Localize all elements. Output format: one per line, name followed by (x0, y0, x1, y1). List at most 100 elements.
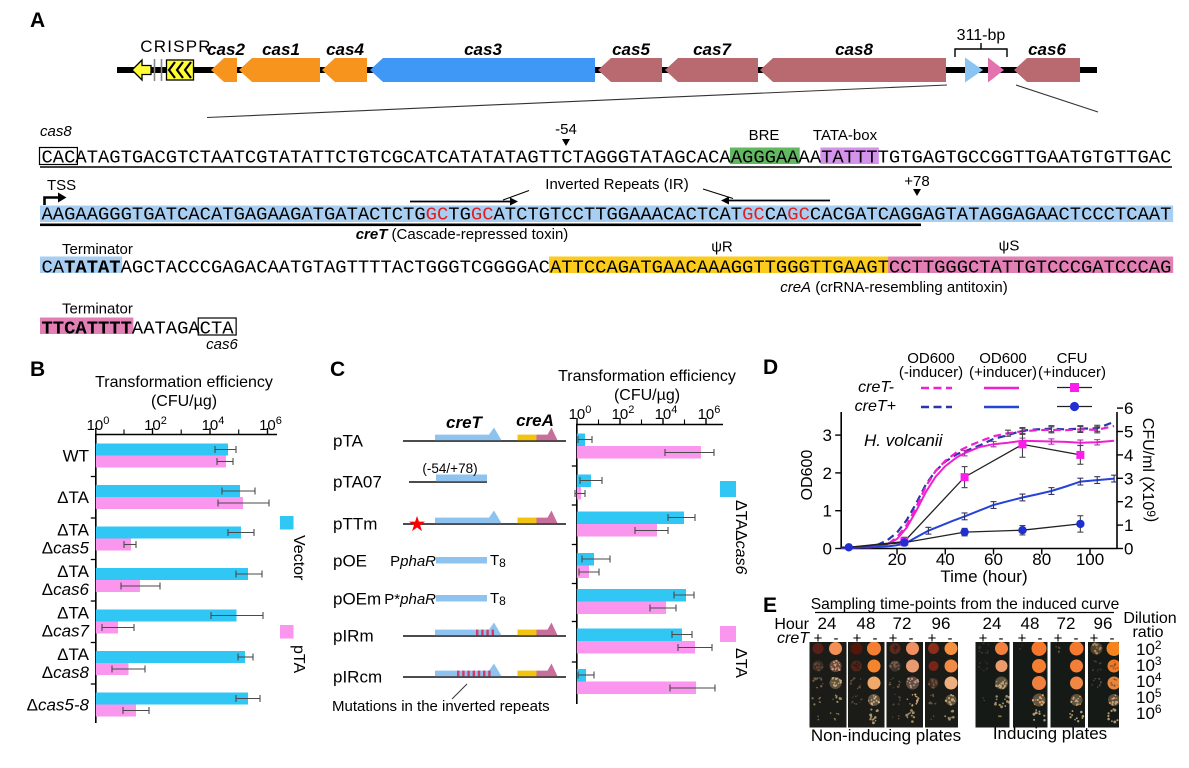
svg-text:Δcas6: Δcas6 (42, 580, 90, 599)
svg-text:102: 102 (612, 404, 635, 423)
svg-text:+: + (814, 630, 823, 647)
svg-text:Mutations in the inverted repe: Mutations in the inverted repeats (332, 698, 550, 715)
svg-text:+: + (1018, 630, 1027, 647)
svg-text:ψR: ψR (711, 239, 733, 256)
svg-text:Terminator: Terminator (62, 301, 133, 318)
svg-text:+: + (928, 630, 937, 647)
svg-text:40: 40 (936, 550, 955, 569)
svg-text:CFU/ml (X109): CFU/ml (X109) (1139, 418, 1160, 522)
svg-text:creT (Cascade-repressed toxin): creT (Cascade-repressed toxin) (356, 226, 569, 243)
svg-text:ΔTA: ΔTA (732, 648, 749, 678)
svg-text:PphaR: PphaR (390, 553, 436, 570)
svg-text:-: - (999, 630, 1004, 647)
svg-text:(-54/+78): (-54/+78) (422, 461, 477, 476)
svg-text:60: 60 (984, 550, 1003, 569)
svg-text:E: E (763, 594, 777, 617)
svg-text:creA (crRNA-resembling antitox: creA (crRNA-resembling antitoxin) (780, 279, 1008, 296)
svg-text:72: 72 (893, 614, 912, 633)
svg-text:Δcas7: Δcas7 (42, 622, 90, 641)
svg-text:Transformation efficiency: Transformation efficiency (95, 374, 273, 391)
svg-text:1: 1 (1124, 516, 1133, 535)
svg-text:311-bp: 311-bp (957, 27, 1006, 44)
svg-text:100: 100 (87, 415, 110, 434)
svg-text:cas4: cas4 (326, 40, 364, 59)
svg-text:24: 24 (818, 614, 837, 633)
svg-text:C: C (330, 358, 345, 381)
svg-text:72: 72 (1057, 614, 1076, 633)
svg-text:D: D (763, 356, 778, 379)
svg-text:cas7: cas7 (693, 40, 732, 59)
svg-text:1: 1 (823, 502, 832, 521)
svg-text:(+inducer): (+inducer) (969, 364, 1037, 381)
svg-text:creT-: creT- (858, 379, 894, 396)
svg-text:24: 24 (983, 614, 1002, 633)
svg-text:cas8: cas8 (835, 40, 873, 59)
svg-text:2: 2 (823, 464, 832, 483)
svg-text:cas6: cas6 (1028, 40, 1066, 59)
svg-text:Transformation efficiency: Transformation efficiency (558, 368, 736, 385)
svg-text:Terminator: Terminator (62, 241, 133, 258)
svg-text:Inverted Repeats (IR): Inverted Repeats (IR) (545, 176, 688, 193)
svg-text:4: 4 (1124, 446, 1133, 465)
svg-text:100: 100 (1076, 550, 1104, 569)
svg-text:Hour: Hour (774, 616, 809, 633)
svg-text:+: + (853, 630, 862, 647)
svg-text:ΔTA: ΔTA (57, 488, 89, 507)
svg-text:-: - (1038, 630, 1043, 647)
svg-text:cas5: cas5 (612, 40, 650, 59)
svg-text:Δcas5: Δcas5 (42, 539, 90, 558)
svg-text:Time (hour): Time (hour) (940, 567, 1027, 586)
svg-text:cas2: cas2 (207, 40, 245, 59)
svg-text:B: B (30, 358, 45, 381)
svg-text:Non-inducing plates: Non-inducing plates (811, 726, 961, 745)
svg-text:(-inducer): (-inducer) (899, 364, 963, 381)
svg-text:ΔTA: ΔTA (57, 562, 89, 581)
svg-text:104: 104 (655, 404, 678, 423)
svg-text:96: 96 (1094, 614, 1113, 633)
svg-text:pTTm: pTTm (333, 515, 377, 534)
svg-text:+: + (1054, 630, 1063, 647)
svg-text:(CFU/µg): (CFU/µg) (614, 387, 680, 404)
svg-text:T8: T8 (490, 552, 506, 570)
svg-text:cas8: cas8 (40, 123, 72, 140)
svg-text:TATA-box: TATA-box (813, 127, 878, 144)
svg-text:-: - (834, 630, 839, 647)
svg-text:T8: T8 (490, 590, 506, 608)
svg-text:CATATATAGCTACCCGAGACAATGTAGTTT: CATATATAGCTACCCGAGACAATGTAGTTTTACTGGGTCG… (42, 257, 1172, 279)
svg-text:Sampling time-points from the: Sampling time-points from the induced cu… (811, 596, 1120, 613)
svg-text:BRE: BRE (749, 127, 780, 144)
svg-text:★: ★ (408, 513, 427, 536)
svg-text:pIRcm: pIRcm (333, 668, 382, 687)
svg-text:ΔTAΔcas6: ΔTAΔcas6 (732, 500, 749, 575)
svg-text:cas1: cas1 (262, 40, 300, 59)
svg-text:48: 48 (1021, 614, 1040, 633)
svg-text:ΔTA: ΔTA (57, 604, 89, 623)
svg-text:100: 100 (569, 404, 592, 423)
svg-text:ψS: ψS (999, 238, 1020, 255)
svg-text:48: 48 (857, 614, 876, 633)
svg-text:Δcas8: Δcas8 (42, 663, 90, 682)
svg-text:106: 106 (1136, 702, 1162, 723)
svg-text:3: 3 (823, 426, 832, 445)
svg-text:Δcas5-8: Δcas5-8 (27, 696, 90, 715)
svg-text:WT: WT (63, 447, 89, 466)
svg-text:-: - (948, 630, 953, 647)
svg-text:-: - (873, 630, 878, 647)
svg-text:6: 6 (1124, 399, 1133, 418)
svg-text:cas3: cas3 (464, 40, 502, 59)
svg-text:A: A (30, 9, 45, 32)
svg-text:-: - (909, 630, 914, 647)
svg-text:-54: -54 (555, 121, 577, 138)
svg-text:creA: creA (516, 411, 554, 430)
svg-text:+: + (979, 630, 988, 647)
svg-text:CRISPR: CRISPR (140, 37, 211, 56)
svg-text:creT: creT (777, 630, 810, 647)
svg-text:102: 102 (144, 415, 167, 434)
svg-text:pTA07: pTA07 (333, 473, 382, 492)
svg-text:OD600: OD600 (907, 350, 955, 367)
svg-text:pOE: pOE (333, 552, 367, 571)
svg-text:ratio: ratio (1132, 624, 1163, 641)
svg-text:ΔTA: ΔTA (57, 521, 89, 540)
svg-text:2: 2 (1124, 493, 1133, 512)
svg-text:Vector: Vector (290, 535, 307, 581)
